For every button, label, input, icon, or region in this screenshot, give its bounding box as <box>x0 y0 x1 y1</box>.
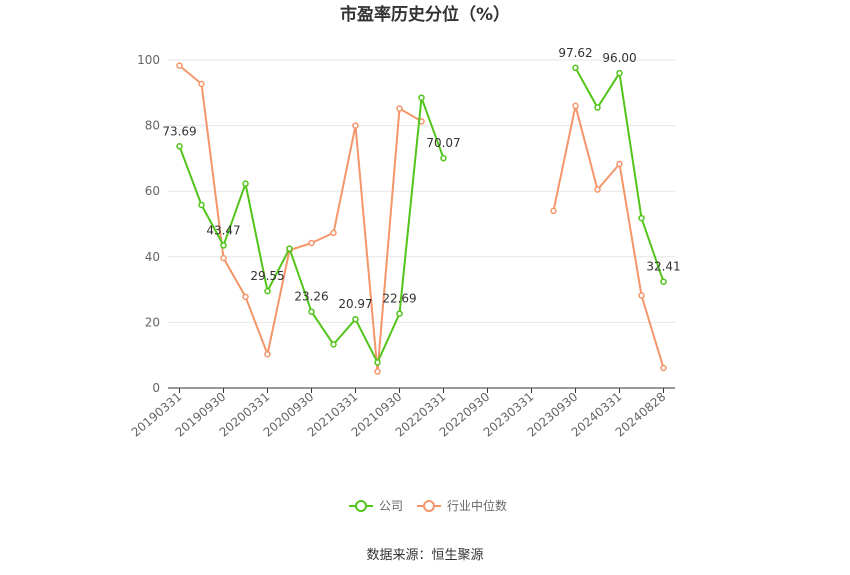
company-point[interactable] <box>286 245 293 252</box>
company-point[interactable] <box>220 242 227 249</box>
company-point[interactable] <box>242 180 249 187</box>
industry-median-point[interactable] <box>242 293 249 301</box>
industry-median-point[interactable] <box>352 122 359 129</box>
series-line-company <box>574 67 665 283</box>
y-tick-label: 80 <box>145 119 160 133</box>
industry-median-point[interactable] <box>220 254 227 262</box>
industry-median-point[interactable] <box>264 350 271 358</box>
y-tick-label: 0 <box>152 381 160 395</box>
company-point[interactable] <box>264 287 271 295</box>
legend[interactable]: 公司 行业中位数 <box>349 498 507 513</box>
y-tick-label: 20 <box>145 315 160 329</box>
company-data-label: 22.69 <box>382 292 416 306</box>
company-point[interactable] <box>638 214 645 222</box>
industry-median-point[interactable] <box>396 105 403 112</box>
company-point[interactable] <box>660 278 667 285</box>
company-data-label: 96.00 <box>602 51 636 65</box>
series-lines <box>176 62 667 375</box>
company-data-label: 29.55 <box>250 269 284 283</box>
series-line-industry-median <box>178 64 423 373</box>
industry-median-point[interactable] <box>198 80 205 88</box>
industry-median-point[interactable] <box>308 239 315 247</box>
company-point[interactable] <box>572 64 579 72</box>
series-line-industry-median <box>552 104 665 369</box>
legend-marker <box>423 500 435 512</box>
company-point[interactable] <box>308 308 315 315</box>
company-point[interactable] <box>352 315 359 323</box>
company-point[interactable] <box>418 94 425 101</box>
industry-median-point[interactable] <box>594 186 601 193</box>
legend-marker <box>355 500 367 512</box>
company-data-label: 20.97 <box>338 297 372 311</box>
legend-item-industry-median[interactable]: 行业中位数 <box>417 498 507 513</box>
company-point[interactable] <box>198 201 205 209</box>
company-data-label: 73.69 <box>162 124 196 138</box>
industry-median-point[interactable] <box>330 229 337 237</box>
industry-median-point[interactable] <box>550 207 557 215</box>
company-data-label: 23.26 <box>294 290 328 304</box>
data-labels: 73.69 43.47 29.55 23.26 20.97 22.69 70.07 97.62… <box>162 46 680 311</box>
industry-median-point[interactable] <box>572 102 579 110</box>
industry-median-point[interactable] <box>638 292 645 299</box>
legend-label: 行业中位数 <box>447 498 507 513</box>
y-tick-label: 100 <box>137 53 160 67</box>
company-point[interactable] <box>176 143 183 150</box>
industry-median-point[interactable] <box>616 160 623 168</box>
chart-title: 市盈率历史分位（%） <box>340 4 510 25</box>
company-point[interactable] <box>330 341 337 348</box>
company-point[interactable] <box>396 310 403 317</box>
industry-median-point[interactable] <box>176 62 183 69</box>
company-point[interactable] <box>616 69 623 77</box>
company-data-label: 32.41 <box>646 260 680 274</box>
y-tick-label: 60 <box>145 184 160 198</box>
company-point[interactable] <box>594 104 601 111</box>
industry-median-point[interactable] <box>374 368 381 375</box>
grid-lines <box>168 59 675 323</box>
company-data-label: 70.07 <box>426 136 460 150</box>
industry-median-point[interactable] <box>660 364 667 372</box>
legend-label: 公司 <box>379 499 403 513</box>
company-point[interactable] <box>374 359 381 366</box>
data-source: 数据来源：恒生聚源 <box>366 548 483 563</box>
y-tick-label: 40 <box>145 250 160 264</box>
company-data-label: 43.47 <box>206 223 240 237</box>
company-data-label: 97.62 <box>558 46 592 60</box>
legend-item-company[interactable]: 公司 <box>349 499 403 513</box>
company-point[interactable] <box>440 154 447 162</box>
